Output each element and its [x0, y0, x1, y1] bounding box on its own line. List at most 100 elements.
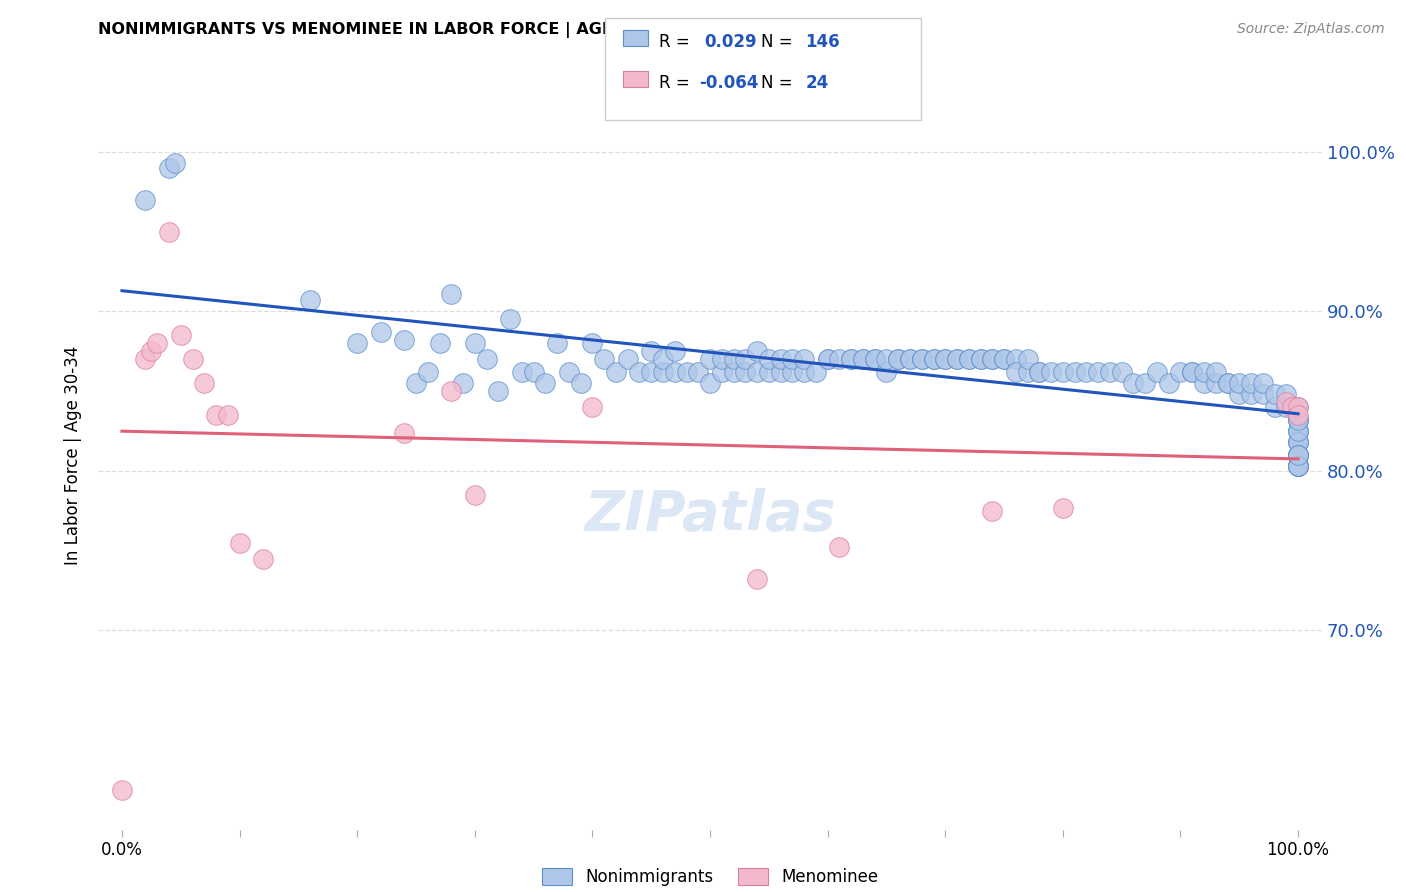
- Point: [1286, 435, 1309, 450]
- Point: [758, 352, 780, 367]
- Point: [875, 352, 897, 367]
- Point: [839, 352, 862, 367]
- Point: [1286, 459, 1309, 474]
- Point: [922, 352, 945, 367]
- Point: [581, 400, 603, 414]
- Point: [1227, 387, 1250, 401]
- Point: [157, 225, 180, 239]
- Point: [546, 336, 568, 351]
- Point: [1040, 365, 1063, 379]
- Point: [723, 352, 745, 367]
- Point: [946, 352, 969, 367]
- Point: [1286, 413, 1309, 427]
- Point: [898, 352, 921, 367]
- Point: [699, 376, 721, 391]
- Point: [1181, 365, 1204, 379]
- Point: [1240, 376, 1263, 391]
- Point: [1227, 376, 1250, 391]
- Point: [1286, 448, 1309, 462]
- Point: [898, 352, 921, 367]
- Point: [969, 352, 991, 367]
- Point: [1216, 376, 1239, 391]
- Point: [957, 352, 980, 367]
- Point: [628, 365, 651, 379]
- Point: [1286, 413, 1309, 427]
- Point: [170, 328, 193, 343]
- Point: [688, 365, 710, 379]
- Point: [1111, 365, 1133, 379]
- Point: [804, 365, 827, 379]
- Point: [993, 352, 1015, 367]
- Point: [157, 161, 180, 175]
- Point: [1286, 400, 1309, 414]
- Point: [163, 156, 186, 170]
- Point: [464, 336, 486, 351]
- Point: [981, 504, 1004, 518]
- Point: [710, 352, 733, 367]
- Point: [758, 365, 780, 379]
- Point: [523, 365, 546, 379]
- Point: [440, 384, 463, 399]
- Text: Source: ZipAtlas.com: Source: ZipAtlas.com: [1237, 22, 1385, 37]
- Point: [1286, 400, 1309, 414]
- Point: [957, 352, 980, 367]
- Point: [1286, 459, 1309, 474]
- Point: [616, 352, 638, 367]
- Point: [392, 425, 416, 440]
- Point: [1275, 387, 1298, 401]
- Point: [817, 352, 839, 367]
- Point: [1063, 365, 1085, 379]
- Legend: Nonimmigrants, Menominee: Nonimmigrants, Menominee: [534, 861, 886, 892]
- Point: [141, 344, 163, 359]
- Point: [1205, 365, 1227, 379]
- Point: [887, 352, 910, 367]
- Point: [981, 352, 1004, 367]
- Point: [675, 365, 697, 379]
- Point: [745, 365, 768, 379]
- Point: [1286, 459, 1309, 474]
- Point: [1286, 448, 1309, 462]
- Point: [593, 352, 616, 367]
- Point: [969, 352, 991, 367]
- Point: [734, 352, 756, 367]
- Point: [1076, 365, 1098, 379]
- Text: ZIPatlas: ZIPatlas: [585, 488, 835, 541]
- Text: N =: N =: [761, 33, 792, 51]
- Point: [652, 352, 675, 367]
- Point: [146, 336, 169, 351]
- Point: [405, 376, 427, 391]
- Point: [769, 365, 792, 379]
- Point: [1157, 376, 1180, 391]
- Text: R =: R =: [659, 74, 690, 92]
- Point: [1286, 459, 1309, 474]
- Point: [1286, 459, 1309, 474]
- Point: [828, 352, 851, 367]
- Point: [699, 352, 721, 367]
- Point: [981, 352, 1004, 367]
- Point: [346, 336, 368, 351]
- Point: [1181, 365, 1204, 379]
- Point: [1286, 408, 1309, 422]
- Point: [475, 352, 498, 367]
- Point: [734, 365, 756, 379]
- Text: N =: N =: [761, 74, 792, 92]
- Point: [416, 365, 439, 379]
- Point: [217, 408, 239, 422]
- Point: [1264, 400, 1286, 414]
- Point: [828, 541, 851, 555]
- Point: [581, 336, 603, 351]
- Point: [640, 344, 662, 359]
- Point: [1122, 376, 1144, 391]
- Text: NONIMMIGRANTS VS MENOMINEE IN LABOR FORCE | AGE 30-34 CORRELATION CHART: NONIMMIGRANTS VS MENOMINEE IN LABOR FORC…: [98, 22, 868, 38]
- Point: [863, 352, 886, 367]
- Point: [451, 376, 474, 391]
- Point: [1146, 365, 1168, 379]
- Point: [1240, 387, 1263, 401]
- Point: [664, 365, 686, 379]
- Point: [946, 352, 969, 367]
- Point: [1216, 376, 1239, 391]
- Y-axis label: In Labor Force | Age 30-34: In Labor Force | Age 30-34: [65, 345, 83, 565]
- Point: [392, 333, 416, 347]
- Point: [1286, 424, 1309, 438]
- Point: [839, 352, 862, 367]
